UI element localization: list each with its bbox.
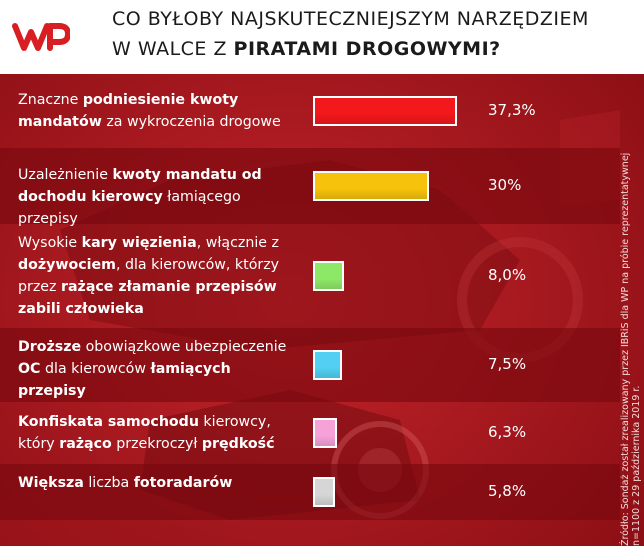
answer-label: Wysokie kary więzienia, włącznie z dożyw… [18, 232, 288, 320]
answer-row: Uzależnienie kwoty mandatu od dochodu ki… [0, 148, 620, 227]
answer-label-text: obowiązkowe ubezpieczenie [81, 339, 287, 355]
answer-label-text: kierowcy, który [18, 414, 271, 452]
result-bar [313, 477, 335, 507]
source-line-1: Źródło: Sondaż został zrealizowany przez… [620, 152, 631, 546]
answer-label-text: dla kierowców [40, 361, 151, 377]
answer-row: Większa liczba fotoradarów 5,8% [0, 464, 620, 520]
header: CO BYŁOBY NAJSKUTECZNIEJSZYM NARZĘDZIEM … [0, 0, 644, 74]
answer-label-bold: OC [18, 361, 41, 377]
answer-label-text: Uzależnienie [18, 167, 113, 183]
answer-label: Większa liczba fotoradarów [18, 472, 288, 494]
answer-label-text: Znaczne [18, 92, 83, 108]
answer-label: Droższe obowiązkowe ubezpieczenie OC dla… [18, 336, 288, 402]
source-line-2: n=1100 z 29 października 2019 r. [631, 385, 642, 546]
answer-label-bold: kwoty mandatu od dochodu kierowcy [18, 167, 262, 205]
answer-label-bold: Konfiskata samochodu [18, 414, 199, 430]
answer-row: Konfiskata samochodu kierowcy, który raż… [0, 402, 620, 464]
result-bar [313, 261, 344, 291]
answer-label-text: liczba [83, 475, 134, 491]
source-note: Źródło: Sondaż został zrealizowany przez… [620, 116, 642, 546]
answer-label-text: przekroczył [111, 436, 202, 452]
chart-title-line-1: CO BYŁOBY NAJSKUTECZNIEJSZYM NARZĘDZIEM [112, 8, 589, 30]
wp-logo-icon [12, 23, 70, 51]
chart-title-line-2: W WALCE Z PIRATAMI DROGOWYMI? [112, 38, 501, 60]
percent-label: 30% [488, 176, 522, 194]
percent-label: 37,3% [488, 101, 536, 119]
chart-title-highlight: PIRATAMI DROGOWYMI? [233, 38, 501, 60]
percent-label: 5,8% [488, 482, 527, 500]
result-bar [313, 96, 457, 126]
answer-label-text: , włącznie z [196, 235, 279, 251]
answer-label-bold: prędkość [201, 436, 275, 452]
answer-label-bold: łamiących przepisy [18, 361, 231, 399]
answer-label: Konfiskata samochodu kierowcy, który raż… [18, 411, 288, 455]
answer-row: Wysokie kary więzienia, włącznie z dożyw… [0, 224, 620, 328]
answer-label-bold: Droższe [18, 339, 82, 355]
percent-label: 7,5% [488, 355, 527, 373]
result-bar [313, 350, 342, 380]
percent-label: 6,3% [488, 423, 527, 441]
answer-label-text: Wysokie [18, 235, 82, 251]
answer-label-bold: Większa [18, 475, 84, 491]
answer-label-bold: kary więzienia [81, 235, 197, 251]
answer-label: Uzależnienie kwoty mandatu od dochodu ki… [18, 164, 288, 230]
answer-row: Znaczne podniesienie kwoty mandatów za w… [0, 74, 620, 148]
answer-label-text: za wykroczenia drogowe [101, 114, 281, 130]
answer-label-bold: podniesienie kwoty mandatów [18, 92, 239, 130]
answer-label-text: , dla kierowców, którzy przez [18, 257, 280, 295]
answer-label-bold: dożywociem [18, 257, 116, 273]
answer-label-bold: rażąco [59, 436, 112, 452]
result-bar [313, 171, 429, 201]
answer-label-text: łamiącego przepisy [18, 189, 241, 227]
answer-label-bold: rażące złamanie przepisów zabili człowie… [18, 279, 277, 317]
answer-label: Znaczne podniesienie kwoty mandatów za w… [18, 89, 288, 133]
percent-label: 8,0% [488, 266, 527, 284]
result-bar [313, 418, 337, 448]
chart-title-prefix: W WALCE Z [112, 38, 234, 60]
answer-label-bold: fotoradarów [133, 475, 233, 491]
answer-row: Droższe obowiązkowe ubezpieczenie OC dla… [0, 328, 620, 402]
